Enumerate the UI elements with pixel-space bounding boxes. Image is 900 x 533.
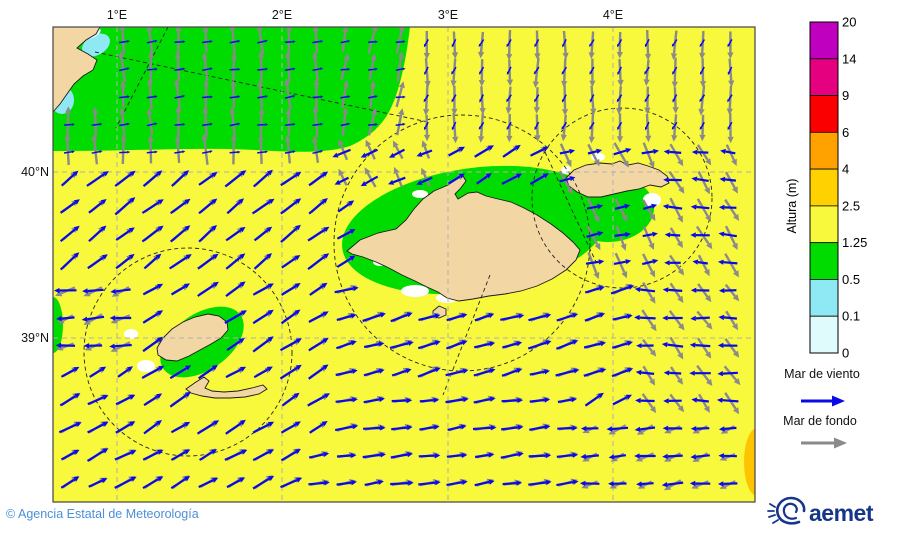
colorbar-border xyxy=(809,21,839,354)
colorbar-cell xyxy=(809,278,839,317)
graticule xyxy=(53,27,755,502)
y-tick-label: 39°N xyxy=(21,331,49,345)
colorbar-cell xyxy=(809,168,839,207)
colorbar-tick-label: 20 xyxy=(842,16,856,30)
swell-arrowhead-icon xyxy=(834,437,847,449)
colorbar-tick-label: 0.5 xyxy=(842,272,860,287)
no-data-patch xyxy=(124,329,138,339)
map-layers xyxy=(53,27,755,502)
colorbar-cell xyxy=(809,95,839,133)
aemet-swirl-icon: aemet xyxy=(767,496,874,526)
axis-tick-labels: 1°E 2°E 3°E 4°E 40°N 39°N xyxy=(21,8,623,345)
no-data-patch xyxy=(412,190,428,198)
y-tick-label: 40°N xyxy=(21,165,49,179)
no-data-patch xyxy=(137,360,155,372)
colorbar-tick-label: 4 xyxy=(842,162,849,177)
swell-label: Mar de fondo xyxy=(783,414,857,428)
colorbar-tick-label: 14 xyxy=(842,51,856,66)
no-data-patch xyxy=(643,193,661,207)
x-tick-label: 2°E xyxy=(272,8,292,22)
colorbar-tick-label: 2.5 xyxy=(842,198,860,213)
wind-sea-label: Mar de viento xyxy=(784,367,860,381)
colorbar-cell xyxy=(809,205,839,244)
colorbar-cell xyxy=(809,58,839,96)
island-formentera xyxy=(185,376,268,399)
colorbar-tick-label: 1.25 xyxy=(842,235,867,250)
arrow-legend: Mar de viento Mar de fondo xyxy=(783,367,860,449)
x-tick-label: 3°E xyxy=(438,8,458,22)
colorbar-tick-label: 6 xyxy=(842,125,849,140)
colorbar: 20 14 9 6 4 2.5 1.25 0.5 0.1 0 Altura (m) xyxy=(785,16,867,361)
colorbar-tick-label: 0.1 xyxy=(842,309,860,324)
colorbar-tick-label: 9 xyxy=(842,88,849,103)
map-frame xyxy=(52,26,756,503)
colorbar-title: Altura (m) xyxy=(785,179,799,234)
colorbar-cell xyxy=(809,21,839,60)
arrow-field xyxy=(54,27,741,491)
colorbar-cell xyxy=(809,131,839,170)
wave-band-cyan xyxy=(82,33,110,57)
x-tick-label: 4°E xyxy=(603,8,623,22)
colorbar-tick-label: 0 xyxy=(842,346,849,361)
colorbar-cell xyxy=(809,315,839,354)
aemet-logo-text: aemet xyxy=(809,500,874,526)
no-data-patch xyxy=(401,285,429,297)
aemet-logo: aemet xyxy=(765,492,900,530)
x-tick-label: 1°E xyxy=(107,8,127,22)
colorbar-cell xyxy=(809,242,839,280)
coast-catalonia xyxy=(53,27,101,113)
copyright-text: © Agencia Estatal de Meteorología xyxy=(6,507,199,521)
wind-sea-arrowhead-icon xyxy=(832,395,845,407)
island-mallorca xyxy=(346,175,581,302)
wave-band-orange xyxy=(744,428,755,496)
land-layer xyxy=(53,27,670,399)
